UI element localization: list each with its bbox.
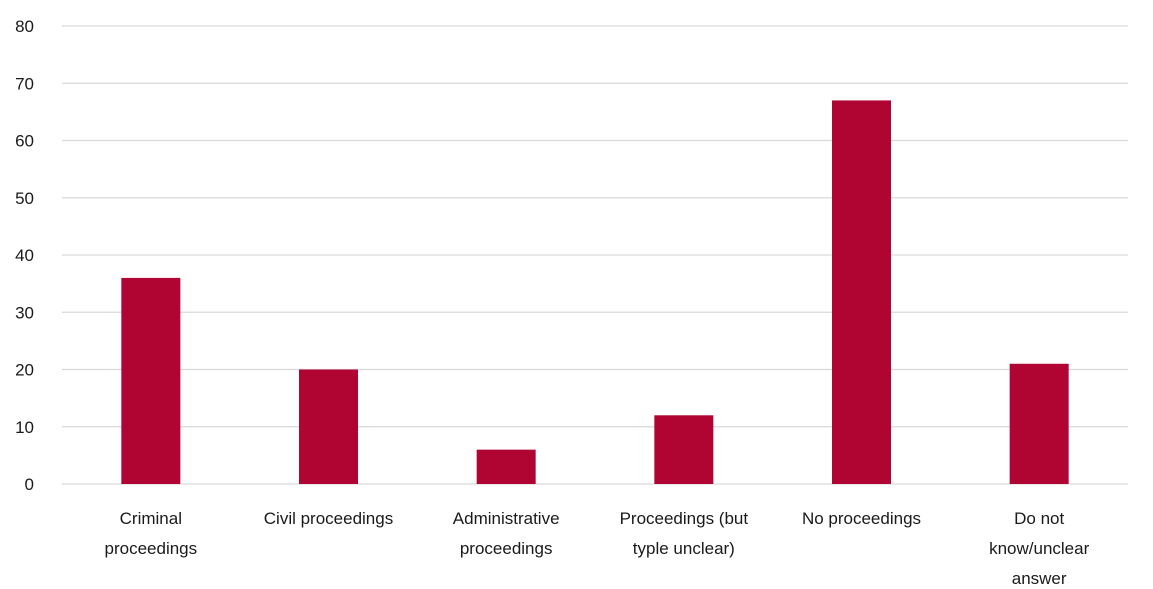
y-tick-label: 20 [15, 361, 34, 380]
bar [654, 415, 714, 484]
x-category-label: No proceedings [802, 509, 921, 528]
x-category-label: Proceedings (but [620, 509, 749, 528]
bar [299, 369, 358, 484]
y-tick-label: 80 [15, 17, 34, 36]
y-tick-label: 60 [15, 132, 34, 151]
y-tick-label: 30 [15, 303, 34, 322]
y-tick-label: 40 [15, 246, 34, 265]
x-category-label: Criminal [120, 509, 182, 528]
bar [1009, 363, 1069, 484]
x-category-label: typle unclear) [633, 539, 735, 558]
gridlines [62, 25, 1128, 485]
bar [832, 100, 891, 485]
x-category-label: Administrative [453, 509, 560, 528]
y-tick-label: 0 [25, 475, 34, 494]
x-axis-category-labels: Criminal proceedings Civil proceedings Admi… [105, 509, 1090, 588]
y-tick-label: 10 [15, 418, 34, 437]
bar [121, 277, 181, 484]
x-category-label: Do not [1014, 509, 1064, 528]
x-category-label: answer [1012, 569, 1067, 588]
bars [121, 100, 1069, 485]
y-tick-label: 50 [15, 189, 34, 208]
x-category-label: proceedings [105, 539, 198, 558]
y-axis-tick-labels: 0 10 20 30 40 50 60 70 80 [15, 17, 34, 494]
x-category-label: Civil proceedings [264, 509, 393, 528]
y-tick-label: 70 [15, 74, 34, 93]
x-category-label: know/unclear [989, 539, 1090, 558]
x-category-label: proceedings [460, 539, 553, 558]
bar [476, 449, 536, 484]
